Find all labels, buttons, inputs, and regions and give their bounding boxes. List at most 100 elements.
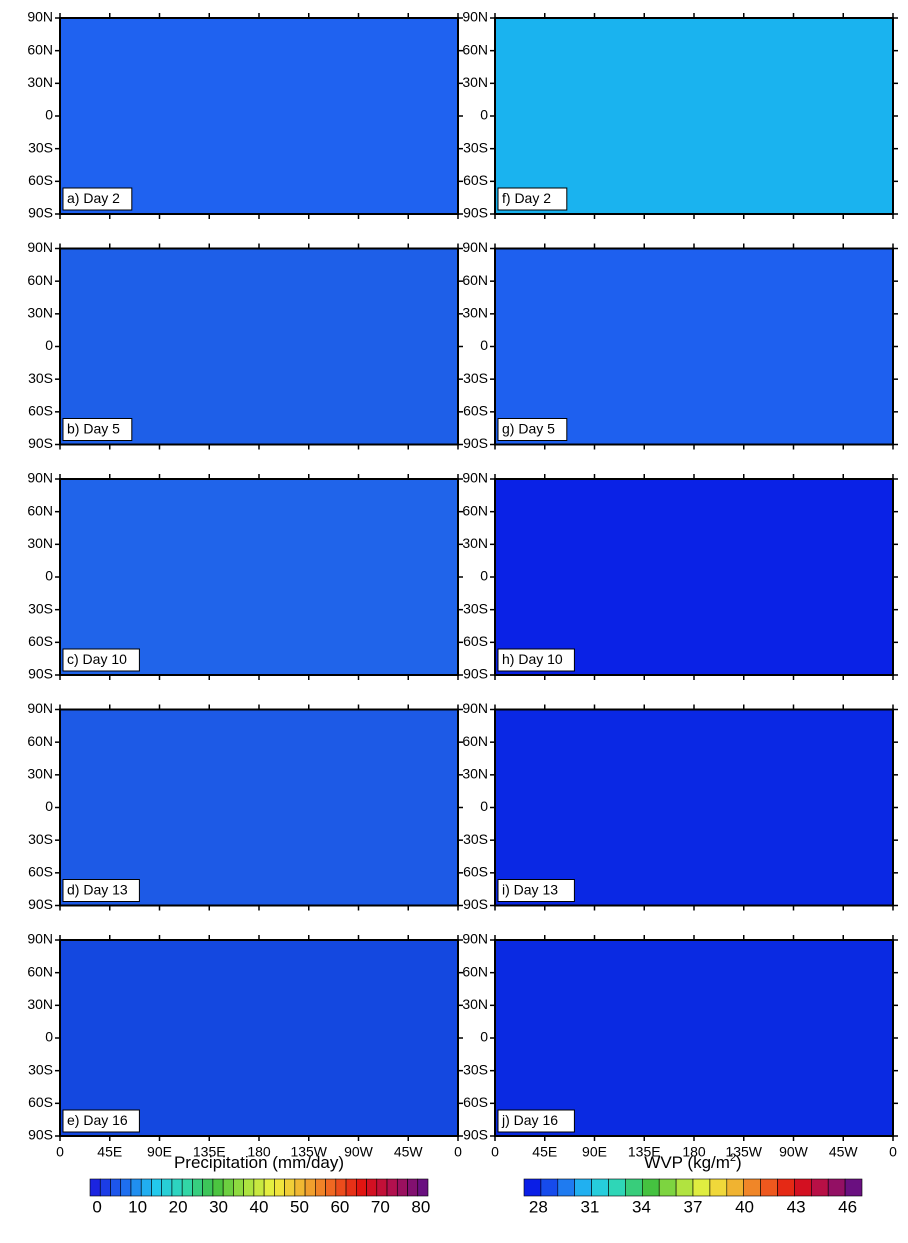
map-panel <box>495 18 893 214</box>
colorbar-tick-label: 34 <box>632 1197 651 1216</box>
colorbar-title: Precipitation (mm/day) <box>174 1153 344 1172</box>
y-tick-label: 0 <box>480 568 488 584</box>
colorbar-box <box>325 1178 337 1197</box>
colorbar-tick-label: 60 <box>330 1197 349 1216</box>
colorbar-tick-label: 40 <box>250 1197 269 1216</box>
colorbar-tick-label: 40 <box>735 1197 754 1216</box>
panel-frame <box>59 708 459 907</box>
panel-label-box <box>497 418 568 441</box>
y-tick-label: 90S <box>463 1127 488 1143</box>
y-tick-label: 90S <box>463 896 488 912</box>
colorbar-box <box>692 1178 711 1197</box>
y-tick-label: 60N <box>27 502 53 518</box>
x-tick-label: 90W <box>779 1144 809 1160</box>
colorbar-tick-label: 10 <box>128 1197 147 1216</box>
x-tick-label: 45E <box>532 1144 557 1160</box>
x-tick-label: 0 <box>889 1144 897 1160</box>
y-tick-label: 90S <box>463 435 488 451</box>
y-tick-label: 0 <box>480 337 488 353</box>
y-tick-label: 30N <box>462 996 488 1012</box>
colorbar-tick-label: 28 <box>529 1197 548 1216</box>
y-tick-label: 30N <box>27 766 53 782</box>
panel-label: c) Day 10 <box>67 651 127 667</box>
colorbar-box <box>294 1178 306 1197</box>
colorbar-box <box>760 1178 778 1197</box>
colorbar-tick-label: 50 <box>290 1197 309 1216</box>
y-tick-label: 30S <box>463 370 488 386</box>
panel-frame <box>59 17 459 215</box>
y-tick-label: 30S <box>28 831 53 847</box>
y-tick-label: 0 <box>45 107 53 123</box>
x-tick-label: 0 <box>56 1144 64 1160</box>
y-tick-label: 0 <box>480 798 488 814</box>
colorbar-box <box>345 1178 357 1197</box>
x-tick-label: 45E <box>97 1144 122 1160</box>
y-tick-label: 60N <box>27 733 53 749</box>
y-tick-label: 90N <box>462 470 488 486</box>
panel-frame <box>494 17 894 215</box>
colorbar-box <box>658 1178 677 1197</box>
y-tick-label: 0 <box>45 568 53 584</box>
colorbar-box <box>407 1178 419 1197</box>
y-tick-label: 90N <box>27 9 53 25</box>
x-tick-label: 180 <box>682 1144 706 1160</box>
map-panel <box>495 479 893 675</box>
y-tick-label: 90S <box>28 666 53 682</box>
colorbar-box <box>120 1178 132 1197</box>
y-tick-label: 0 <box>45 337 53 353</box>
colorbar-box <box>274 1178 285 1197</box>
map-panel <box>495 248 893 445</box>
y-tick-label: 60N <box>462 41 488 57</box>
colorbar-box <box>181 1178 193 1197</box>
y-tick-label: 60S <box>463 864 488 880</box>
y-tick-label: 30N <box>462 74 488 90</box>
y-tick-label: 60N <box>462 502 488 518</box>
y-tick-label: 90S <box>463 205 488 221</box>
colorbar-box <box>335 1178 347 1197</box>
map-panel <box>60 940 458 1136</box>
colorbar-box <box>315 1178 326 1197</box>
colorbar-box <box>827 1178 846 1197</box>
colorbar-title-sup: 2 <box>730 1152 736 1164</box>
y-tick-label: 60S <box>28 633 53 649</box>
y-tick-label: 60N <box>27 963 53 979</box>
x-tick-label: 135E <box>628 1144 661 1160</box>
colorbar-box <box>641 1178 660 1197</box>
colorbar-box <box>161 1178 173 1197</box>
y-tick-label: 30S <box>463 139 488 155</box>
y-tick-label: 90N <box>27 931 53 947</box>
panel-frame <box>59 247 459 446</box>
x-tick-label: 135E <box>193 1144 226 1160</box>
y-tick-label: 30S <box>463 600 488 616</box>
panel-frame <box>59 478 459 676</box>
colorbar-box <box>574 1178 592 1197</box>
y-tick-label: 0 <box>480 1029 488 1045</box>
colorbar-box <box>540 1178 559 1197</box>
y-tick-label: 90S <box>28 205 53 221</box>
x-tick-label: 90E <box>147 1144 172 1160</box>
panel-label-box <box>62 879 140 902</box>
x-tick-label: 0 <box>491 1144 499 1160</box>
y-tick-label: 30N <box>27 305 53 321</box>
y-tick-label: 90S <box>463 666 488 682</box>
colorbar-box <box>376 1178 388 1197</box>
colorbar-box <box>89 1178 101 1197</box>
colorbar-box <box>523 1178 542 1197</box>
colorbar-box <box>591 1178 609 1197</box>
panel-label: h) Day 10 <box>502 651 563 667</box>
y-tick-label: 90N <box>462 239 488 255</box>
panel-label-box <box>62 648 140 672</box>
colorbar-box <box>192 1178 203 1197</box>
y-tick-label: 30N <box>462 766 488 782</box>
y-tick-label: 30S <box>28 600 53 616</box>
y-tick-label: 30N <box>462 305 488 321</box>
colorbar-box <box>386 1178 398 1197</box>
x-tick-label: 135W <box>725 1144 762 1160</box>
panel-frame <box>494 939 894 1137</box>
y-tick-label: 60S <box>463 633 488 649</box>
panel-label: f) Day 2 <box>502 190 551 206</box>
panel-label-box <box>497 187 568 211</box>
y-tick-label: 30N <box>27 74 53 90</box>
